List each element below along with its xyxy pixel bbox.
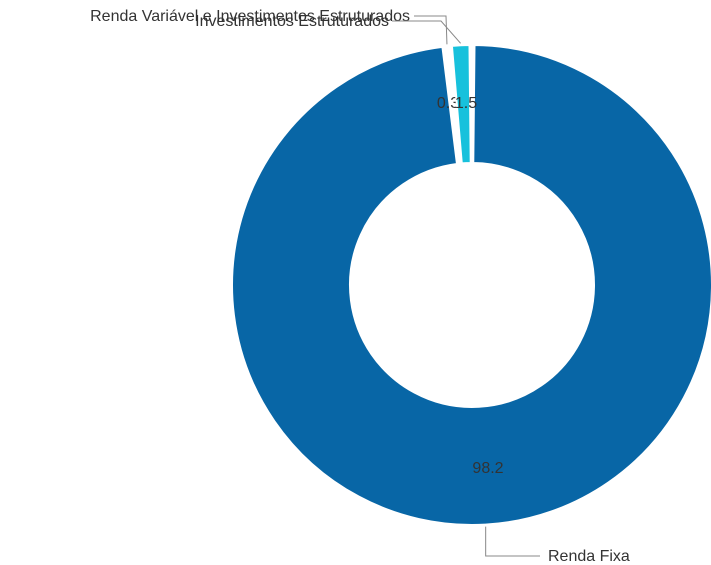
slice-value-1: 98.2 <box>472 460 503 477</box>
slice-label-3: Investimentos Estruturados <box>195 13 389 30</box>
pie-slice-1[interactable] <box>232 45 711 525</box>
leader-line-2 <box>414 16 447 44</box>
leader-line-1 <box>486 527 540 556</box>
slice-label-1: Renda Fixa <box>548 548 630 565</box>
slice-value-3: 1.5 <box>455 95 477 112</box>
